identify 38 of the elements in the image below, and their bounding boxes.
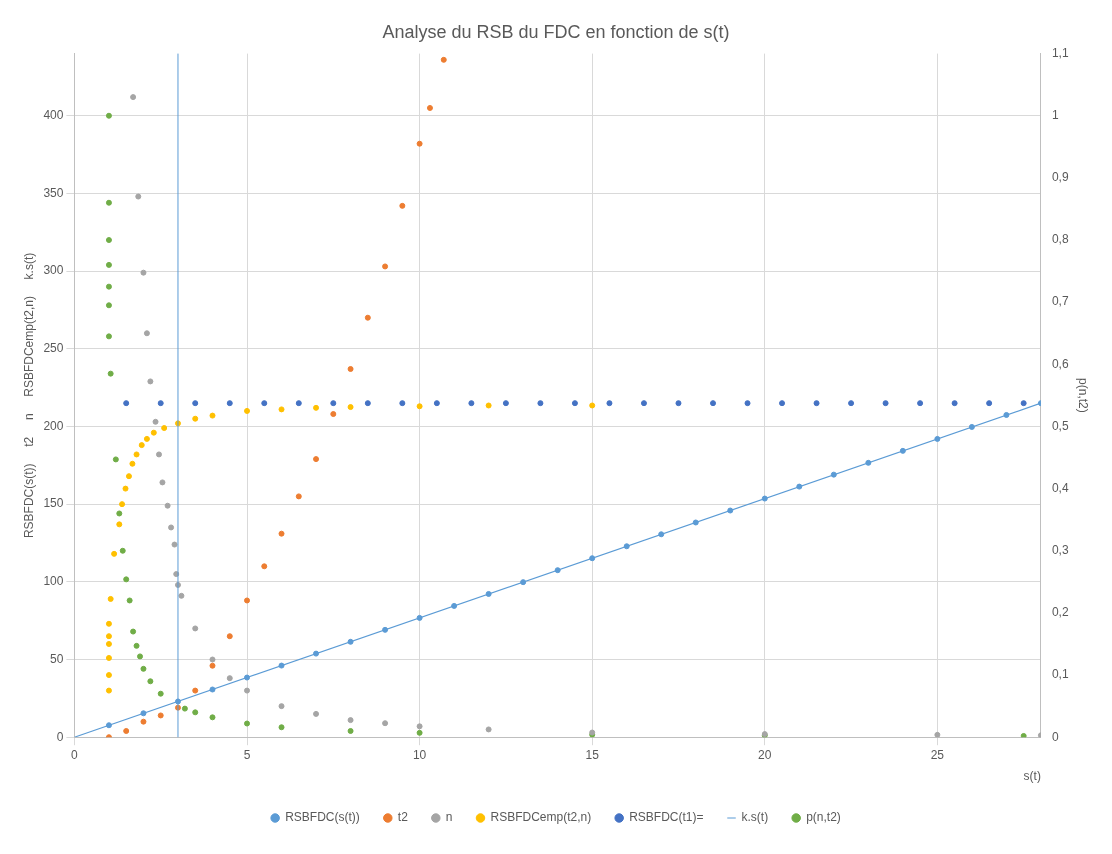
- y2-tick-label: 0,1: [1051, 667, 1069, 682]
- y2-axis-title: p(n,t2): [1076, 378, 1091, 413]
- y2-tick-label: 0,3: [1051, 543, 1069, 558]
- y2-tick-label: 0,6: [1051, 356, 1069, 371]
- x-tick-label: 0: [71, 747, 79, 762]
- x-tick-label: 20: [758, 747, 772, 762]
- legend-label: RSBFDCemp(t2,n): [490, 810, 592, 825]
- y2-tick-label: 0,5: [1051, 418, 1069, 433]
- y-tick-label: 350: [43, 185, 64, 200]
- y-tick-label: 0: [56, 729, 64, 744]
- y2-tick-label: 0,4: [1051, 480, 1069, 495]
- x-tick-label: 15: [585, 747, 600, 762]
- y-tick-label: 150: [43, 496, 64, 511]
- x-tick-label: 10: [412, 747, 427, 762]
- y-tick-label: 400: [43, 108, 64, 123]
- chart-title: Analyse du RSB du FDC en fonction de s(t): [382, 21, 730, 42]
- legend-label: t2: [397, 810, 409, 825]
- legend-label: RSBFDC(t1)=: [629, 810, 704, 825]
- legend-label: RSBFDC(s(t)): [285, 810, 360, 825]
- y-tick-label: 100: [43, 574, 64, 589]
- y-tick-label: 50: [50, 651, 64, 666]
- legend-label: p(n,t2): [806, 810, 841, 825]
- legend-label: n: [445, 810, 453, 825]
- y-axis-title: RSBFDC(s(t)) t2 n RSBFDCemp(t2,n) k.s(t): [21, 252, 36, 539]
- x-tick-label: 25: [930, 747, 945, 762]
- y2-tick-label: 0,2: [1051, 605, 1069, 620]
- x-axis-title: s(t): [1023, 769, 1041, 784]
- legend-label: k.s(t): [741, 810, 769, 825]
- x-tick-label: 5: [243, 747, 251, 762]
- y-tick-label: 300: [43, 263, 64, 278]
- y2-tick-label: 0,7: [1051, 294, 1069, 309]
- y-tick-label: 250: [43, 341, 64, 356]
- y2-tick-label: 1: [1051, 108, 1059, 123]
- y2-tick-label: 0,8: [1051, 232, 1069, 247]
- y2-tick-label: 0: [1051, 729, 1059, 744]
- y2-tick-label: 0,9: [1051, 170, 1069, 185]
- y-tick-label: 200: [43, 418, 64, 433]
- y2-tick-label: 1,1: [1051, 45, 1069, 60]
